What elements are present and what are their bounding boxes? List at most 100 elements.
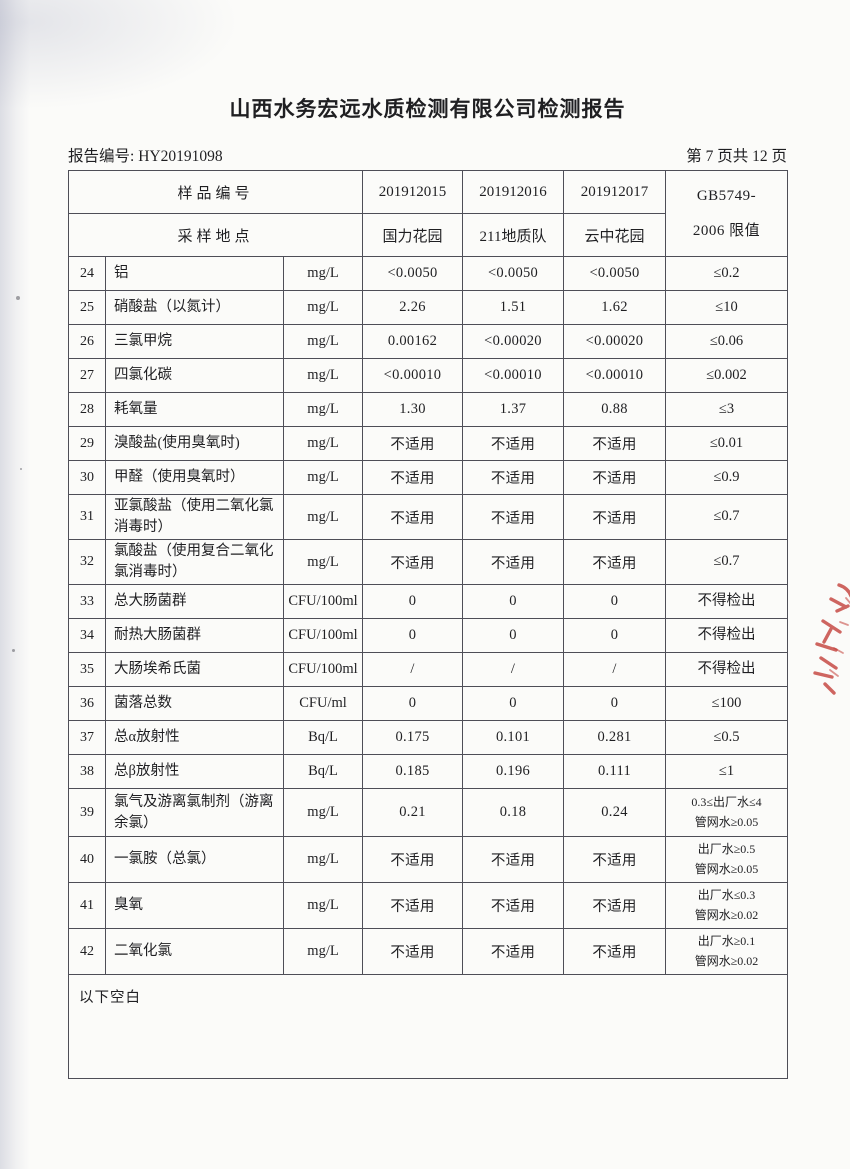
red-stamp-strokes — [813, 583, 850, 695]
limit-value: ≤0.7 — [665, 493, 789, 541]
limit-value: 出厂水≥0.5 管网水≥0.05 — [665, 836, 789, 884]
row-number: 28 — [68, 392, 106, 427]
sample-value: 0 — [563, 584, 667, 620]
sample-value: 0.111 — [563, 754, 667, 790]
param-unit: mg/L — [282, 493, 364, 541]
param-unit: Bq/L — [282, 720, 364, 756]
report-number-value: HY20191098 — [138, 148, 223, 165]
header-row-location: 采样地点 国力花园 211地质队 云中花园 — [67, 213, 788, 257]
row-number: 41 — [68, 882, 106, 930]
sample-value: 0 — [563, 686, 667, 722]
sample-value: 1.62 — [563, 290, 667, 325]
param-unit: CFU/100ml — [282, 618, 364, 654]
param-name: 氯酸盐（使用复合二氧化氯消毒时） — [105, 539, 284, 586]
param-unit: CFU/100ml — [282, 652, 364, 688]
sample-value: 0 — [362, 686, 464, 722]
sample-value: 2.26 — [362, 290, 464, 325]
report-content: 山西水务宏远水质检测有限公司检测报告 报告编号: HY20191098 第 7 … — [67, 0, 789, 1080]
sample-value: 0 — [462, 584, 565, 620]
sample-value: <0.00020 — [563, 324, 667, 359]
param-name: 臭氧 — [105, 882, 284, 930]
limit-value: 不得检出 — [665, 618, 789, 654]
table-row: 24 铝 mg/L <0.0050 <0.0050 <0.0050 ≤0.2 — [68, 256, 789, 291]
row-number: 37 — [68, 720, 106, 756]
sample-value: 不适用 — [563, 836, 667, 884]
row-number: 42 — [68, 928, 106, 976]
param-name: 耗氧量 — [105, 392, 284, 427]
param-unit: CFU/ml — [282, 686, 364, 722]
param-unit: mg/L — [282, 882, 364, 930]
sample-value: 不适用 — [462, 928, 565, 976]
sample-value: <0.0050 — [362, 256, 464, 291]
sample-value: 0 — [462, 618, 565, 654]
sample-value: 不适用 — [563, 928, 667, 976]
sample-value: 1.37 — [462, 392, 565, 427]
limit-value: ≤0.2 — [665, 256, 789, 291]
sample-value: / — [462, 652, 565, 688]
sample-value: <0.00010 — [563, 358, 667, 393]
param-unit: mg/L — [282, 324, 364, 359]
row-number: 26 — [68, 324, 106, 359]
red-stamp-fine-strokes — [829, 597, 850, 677]
location-label: 采样地点 — [67, 213, 364, 257]
sample-value: 不适用 — [563, 882, 667, 930]
sample-id: 201912015 — [362, 170, 464, 214]
param-name: 硝酸盐（以氮计） — [105, 290, 284, 325]
sample-value: 0.21 — [362, 788, 464, 838]
sample-value: 1.51 — [462, 290, 565, 325]
param-unit: mg/L — [282, 460, 364, 495]
param-unit: mg/L — [282, 358, 364, 393]
sample-value: 0.88 — [563, 392, 667, 427]
param-name: 总大肠菌群 — [105, 584, 284, 620]
limit-value: ≤0.9 — [665, 460, 789, 495]
sample-value: 0.101 — [462, 720, 565, 756]
row-number: 25 — [68, 290, 106, 325]
limit-value: 不得检出 — [665, 652, 789, 688]
table-row: 26 三氯甲烷 mg/L 0.00162 <0.00020 <0.00020 ≤0.06 — [68, 324, 789, 359]
table-row: 41 臭氧 mg/L 不适用 不适用 不适用 出厂水≤0.3 管网水≥0.02 — [68, 882, 789, 930]
sample-value: 0.196 — [462, 754, 565, 790]
param-unit: mg/L — [282, 836, 364, 884]
row-number: 33 — [68, 584, 106, 620]
param-unit: mg/L — [282, 539, 364, 586]
sample-value: 0 — [462, 686, 565, 722]
sample-location: 云中花园 — [563, 213, 667, 257]
row-number: 30 — [68, 460, 106, 495]
table-row: 42 二氧化氯 mg/L 不适用 不适用 不适用 出厂水≥0.1 管网水≥0.02 — [68, 928, 789, 976]
table-row: 25 硝酸盐（以氮计） mg/L 2.26 1.51 1.62 ≤10 — [68, 290, 789, 325]
sample-value: 0 — [563, 618, 667, 654]
sample-value: <0.0050 — [462, 256, 565, 291]
table-row: 31 亚氯酸盐（使用二氧化氯消毒时） mg/L 不适用 不适用 不适用 ≤0.7 — [68, 493, 789, 541]
header-row-sample-id: 样品编号 201912015 201912016 201912017 GB574… — [67, 170, 789, 257]
red-stamp — [813, 583, 850, 695]
scan-speck — [12, 649, 15, 652]
param-name: 甲醛（使用臭氧时） — [105, 460, 284, 495]
param-name: 一氯胺（总氯） — [105, 836, 284, 884]
scan-speck — [20, 468, 22, 470]
limit-value: ≤1 — [665, 754, 789, 790]
table-row: 33 总大肠菌群 CFU/100ml 0 0 0 不得检出 — [68, 584, 789, 620]
table-row: 29 溴酸盐(使用臭氧时) mg/L 不适用 不适用 不适用 ≤0.01 — [68, 426, 789, 461]
table-row: 35 大肠埃希氏菌 CFU/100ml / / / 不得检出 — [68, 652, 789, 688]
sample-id: 201912017 — [563, 170, 667, 214]
row-number: 34 — [68, 618, 106, 654]
limit-value: 出厂水≤0.3 管网水≥0.02 — [665, 882, 789, 930]
param-unit: CFU/100ml — [282, 584, 364, 620]
table-row: 32 氯酸盐（使用复合二氧化氯消毒时） mg/L 不适用 不适用 不适用 ≤0.7 — [68, 539, 789, 586]
sample-value: 不适用 — [362, 493, 464, 541]
sample-value: 不适用 — [362, 836, 464, 884]
limit-value: 不得检出 — [665, 584, 789, 620]
row-number: 27 — [68, 358, 106, 393]
limit-value: ≤0.06 — [665, 324, 789, 359]
param-name: 总α放射性 — [105, 720, 284, 756]
sample-location: 国力花园 — [362, 213, 464, 257]
sample-value: 不适用 — [462, 426, 565, 461]
sample-value: <0.0050 — [563, 256, 667, 291]
table-row: 38 总β放射性 Bq/L 0.185 0.196 0.111 ≤1 — [68, 754, 789, 790]
limit-header: GB5749- 2006 限值 — [665, 170, 789, 257]
sample-value: 不适用 — [462, 460, 565, 495]
sample-value: 0.175 — [362, 720, 464, 756]
sample-value: 不适用 — [563, 493, 667, 541]
limit-value: ≤3 — [665, 392, 789, 427]
row-number: 36 — [68, 686, 106, 722]
